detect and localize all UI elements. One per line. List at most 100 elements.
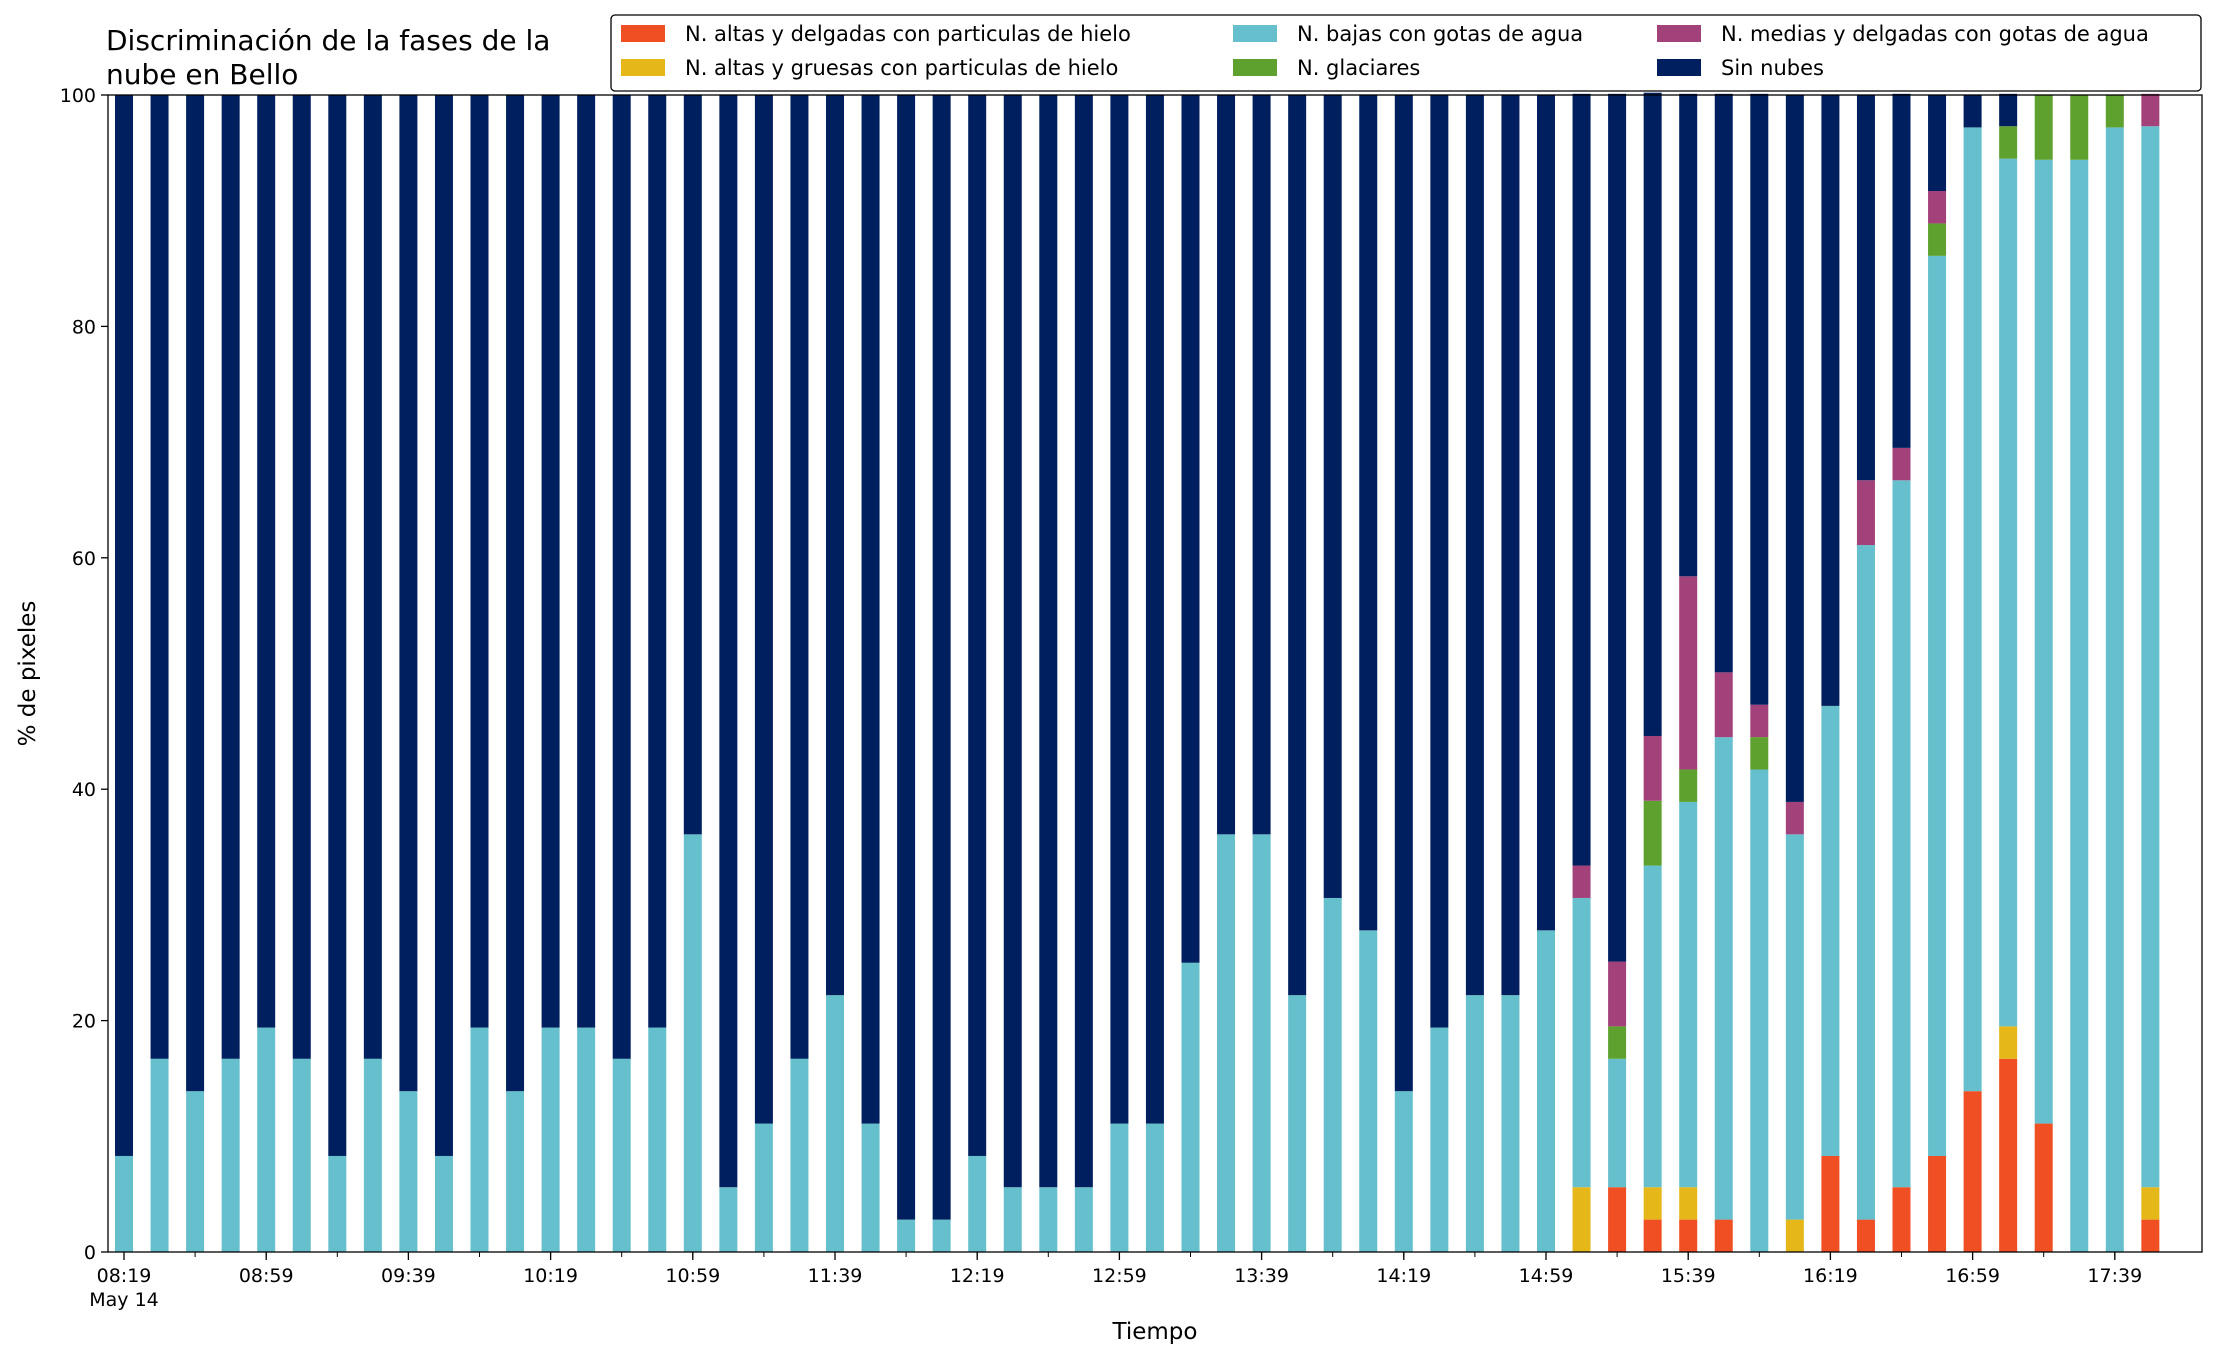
bar-segment-52-series-5 (1963, 95, 1982, 128)
bar-segment-44-series-0 (1679, 1219, 1698, 1252)
bar-segment-53-series-5 (1999, 93, 2018, 127)
bar-segment-3-series-2 (221, 1058, 240, 1252)
legend-label: N. altas y delgadas con particulas de hi… (685, 22, 1131, 46)
chart-title-line: Discriminación de la fases de la (106, 24, 550, 57)
bar-segment-53-series-3 (1999, 126, 2018, 159)
legend-label: N. medias y delgadas con gotas de agua (1721, 22, 2149, 46)
bar-segment-33-series-5 (1288, 95, 1307, 996)
bar-segment-5-series-5 (292, 95, 311, 1059)
bar-segment-17-series-2 (719, 1187, 738, 1252)
bar-segment-51-series-4 (1928, 191, 1947, 224)
bar-segment-4-series-2 (257, 1027, 276, 1252)
bar-segment-54-series-0 (2034, 1123, 2053, 1252)
bar-segment-42-series-2 (1608, 1058, 1627, 1188)
bar-segment-45-series-4 (1714, 672, 1733, 738)
bar-segment-32-series-2 (1252, 834, 1271, 1252)
x-tick-label: 14:19 (1376, 1265, 1431, 1287)
y-tick-label: 80 (72, 316, 96, 338)
bar-segment-42-series-3 (1608, 1026, 1627, 1059)
bar-segment-23-series-2 (932, 1219, 951, 1252)
x-tick-label: 16:59 (1945, 1265, 2000, 1287)
legend-swatch (1657, 59, 1701, 76)
bar-segment-42-series-4 (1608, 961, 1627, 1027)
bar-segment-51-series-2 (1928, 255, 1947, 1156)
bar-segment-35-series-5 (1359, 95, 1378, 931)
legend-label: N. glaciares (1297, 56, 1420, 80)
bar-segment-22-series-2 (897, 1219, 916, 1252)
bar-segment-10-series-5 (470, 95, 489, 1028)
legend-swatch (1657, 25, 1701, 42)
bar-segment-25-series-5 (1003, 95, 1022, 1188)
bar-segment-20-series-5 (826, 95, 844, 996)
bar-segment-24-series-2 (968, 1155, 987, 1252)
bar-segment-47-series-4 (1785, 801, 1804, 835)
bar-segment-35-series-2 (1359, 930, 1378, 1252)
bar-segment-57-series-0 (2141, 1219, 2160, 1252)
bar-segment-44-series-5 (1679, 93, 1698, 577)
bar-segment-54-series-3 (2034, 95, 2053, 160)
bar-segment-39-series-5 (1501, 95, 1520, 996)
bar-segment-43-series-5 (1643, 92, 1662, 736)
bar-segment-52-series-2 (1963, 127, 1982, 1092)
bar-segment-44-series-1 (1679, 1187, 1698, 1220)
bar-segment-50-series-5 (1892, 93, 1911, 448)
bar-segment-13-series-5 (577, 95, 596, 1028)
bar-segment-8-series-2 (399, 1091, 418, 1252)
bar-segment-38-series-5 (1465, 95, 1484, 996)
bar-segment-33-series-2 (1288, 995, 1307, 1252)
bar-segment-20-series-2 (826, 995, 844, 1252)
bar-segment-48-series-2 (1821, 705, 1840, 1156)
bar-segment-50-series-0 (1892, 1187, 1911, 1252)
bar-segment-44-series-2 (1679, 801, 1698, 1188)
bar-segment-56-series-2 (2105, 127, 2124, 1252)
bar-segment-46-series-4 (1750, 704, 1769, 738)
x-tick-label: 12:19 (950, 1265, 1005, 1287)
bar-segment-38-series-2 (1465, 995, 1484, 1252)
bar-segment-1-series-5 (150, 95, 169, 1059)
bar-segment-42-series-5 (1608, 93, 1627, 962)
bar-segment-44-series-4 (1679, 576, 1698, 770)
x-tick-label: 10:59 (665, 1265, 720, 1287)
x-tick-label: 14:59 (1519, 1265, 1574, 1287)
bar-segment-28-series-2 (1110, 1123, 1129, 1252)
bar-segment-34-series-5 (1323, 95, 1342, 898)
bar-segment-48-series-0 (1821, 1155, 1840, 1252)
bar-segment-26-series-5 (1039, 95, 1058, 1188)
bar-segment-7-series-2 (363, 1058, 382, 1252)
bar-segment-53-series-1 (1999, 1026, 2018, 1059)
bar-segment-57-series-1 (2141, 1187, 2160, 1220)
bar-segment-2-series-2 (186, 1091, 205, 1252)
bar-segment-6-series-5 (328, 95, 347, 1156)
bar-segment-43-series-1 (1643, 1187, 1662, 1220)
bar-segment-29-series-2 (1145, 1123, 1164, 1252)
bar-segment-47-series-1 (1785, 1219, 1804, 1252)
bar-segment-25-series-2 (1003, 1187, 1022, 1252)
bar-segment-5-series-2 (292, 1058, 311, 1252)
y-axis-label: % de pixeles (15, 601, 41, 747)
legend-swatch (1233, 59, 1277, 76)
bar-segment-18-series-5 (754, 95, 773, 1124)
bar-segment-0-series-5 (115, 95, 133, 1156)
bar-segment-42-series-0 (1608, 1187, 1627, 1252)
bar-segment-51-series-0 (1928, 1155, 1947, 1252)
bar-segment-50-series-4 (1892, 447, 1911, 481)
bar-segment-16-series-2 (683, 834, 702, 1252)
bar-segment-14-series-5 (612, 95, 631, 1059)
bar-segment-18-series-2 (754, 1123, 773, 1252)
bar-segment-22-series-5 (897, 95, 916, 1220)
bar-segment-1-series-2 (150, 1058, 169, 1252)
bar-segment-47-series-5 (1785, 95, 1804, 802)
bar-segment-53-series-2 (1999, 158, 2018, 1027)
legend: N. altas y delgadas con particulas de hi… (610, 14, 2202, 92)
bar-segment-49-series-0 (1856, 1219, 1875, 1252)
y-tick-label: 100 (60, 85, 96, 107)
x-tick-label: 10:19 (523, 1265, 578, 1287)
x-axis-label: Tiempo (1112, 1319, 1198, 1345)
y-tick-label: 20 (72, 1011, 96, 1033)
x-tick-label: 15:39 (1661, 1265, 1716, 1287)
bar-segment-55-series-2 (2070, 159, 2089, 1252)
bar-segment-36-series-2 (1394, 1091, 1413, 1252)
legend-label: N. altas y gruesas con particulas de hie… (685, 56, 1118, 80)
bar-segment-49-series-2 (1856, 545, 1875, 1220)
